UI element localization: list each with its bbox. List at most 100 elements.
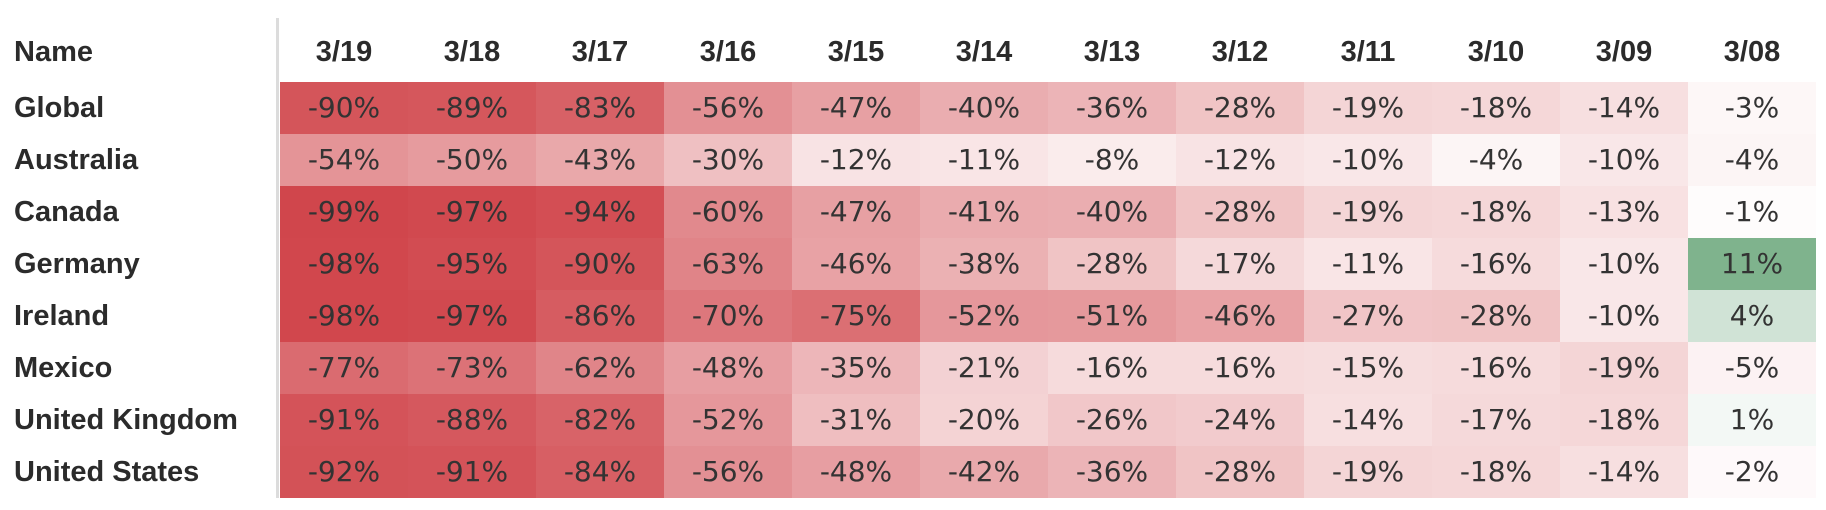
heatmap-cell: -3%: [1688, 82, 1816, 134]
heatmap-cell: -51%: [1048, 290, 1176, 342]
heatmap-cell: -91%: [280, 394, 408, 446]
heatmap-cell: -19%: [1304, 446, 1432, 498]
heatmap-cell: -52%: [920, 290, 1048, 342]
heatmap-cell: -31%: [792, 394, 920, 446]
heatmap-cell: -89%: [408, 82, 536, 134]
row-label: United States: [14, 456, 200, 488]
heatmap-cell: -10%: [1560, 238, 1688, 290]
heatmap-cell: -56%: [664, 446, 792, 498]
heatmap-cell: -94%: [536, 186, 664, 238]
row-label: Global: [14, 92, 105, 124]
heatmap-cell: -88%: [408, 394, 536, 446]
heatmap-cell: -46%: [1176, 290, 1304, 342]
heatmap-cell: -83%: [536, 82, 664, 134]
heatmap-cell: -40%: [1048, 186, 1176, 238]
heatmap-cell: -30%: [664, 134, 792, 186]
heatmap-cell: -18%: [1432, 82, 1560, 134]
heatmap-cell: -12%: [1176, 134, 1304, 186]
heatmap-cell: -28%: [1176, 446, 1304, 498]
heatmap-cell: -82%: [536, 394, 664, 446]
heatmap-cell: -10%: [1304, 134, 1432, 186]
heatmap-cell: -70%: [664, 290, 792, 342]
heatmap-cell: -11%: [1304, 238, 1432, 290]
heatmap-cell: -26%: [1048, 394, 1176, 446]
heatmap-cell: -36%: [1048, 82, 1176, 134]
heatmap-cell: -54%: [280, 134, 408, 186]
heatmap-cell: -48%: [792, 446, 920, 498]
heatmap-cell: -40%: [920, 82, 1048, 134]
heatmap-cell: -92%: [280, 446, 408, 498]
heatmap-cell: -16%: [1048, 342, 1176, 394]
row-label: Germany: [14, 248, 140, 280]
heatmap-cell: -11%: [920, 134, 1048, 186]
heatmap-cell: -35%: [792, 342, 920, 394]
heatmap-cell: -19%: [1560, 342, 1688, 394]
heatmap-cell: -73%: [408, 342, 536, 394]
row-label: Canada: [14, 196, 119, 228]
column-header: 3/11: [1340, 36, 1396, 68]
heatmap-cell: -62%: [536, 342, 664, 394]
column-divider: [276, 18, 279, 498]
heatmap-cell: -36%: [1048, 446, 1176, 498]
heatmap-cell: -14%: [1560, 446, 1688, 498]
column-header: 3/14: [955, 36, 1013, 68]
heatmap-cell: -27%: [1304, 290, 1432, 342]
heatmap-cell: -28%: [1176, 82, 1304, 134]
row-label: Mexico: [14, 352, 113, 384]
heatmap-cell: -90%: [280, 82, 408, 134]
heatmap-cell: -63%: [664, 238, 792, 290]
heatmap-cell: -47%: [792, 186, 920, 238]
heatmap-cell: -14%: [1560, 82, 1688, 134]
heatmap-cell: -77%: [280, 342, 408, 394]
heatmap-cell: -20%: [920, 394, 1048, 446]
heatmap-cell: -16%: [1176, 342, 1304, 394]
heatmap-cell: -97%: [408, 290, 536, 342]
heatmap-cell: -43%: [536, 134, 664, 186]
column-header: 3/09: [1595, 36, 1653, 68]
heatmap-cell: -8%: [1048, 134, 1176, 186]
heatmap-cell: -28%: [1176, 186, 1304, 238]
heatmap-cell: -56%: [664, 82, 792, 134]
column-header: 3/18: [443, 36, 501, 68]
heatmap-cell: -4%: [1688, 134, 1816, 186]
heatmap-cell: -16%: [1432, 342, 1560, 394]
heatmap-cell: 11%: [1688, 238, 1816, 290]
row-label: United Kingdom: [14, 404, 238, 436]
heatmap-cell: -48%: [664, 342, 792, 394]
heatmap-cell: -98%: [280, 290, 408, 342]
heatmap-cell: -18%: [1432, 186, 1560, 238]
name-column-header: Name: [14, 36, 93, 68]
heatmap-cell: -2%: [1688, 446, 1816, 498]
heatmap-cell: -17%: [1432, 394, 1560, 446]
heatmap-cell: -42%: [920, 446, 1048, 498]
column-header: 3/13: [1083, 36, 1141, 68]
heatmap-cell: -24%: [1176, 394, 1304, 446]
heatmap-cell: -10%: [1560, 290, 1688, 342]
column-header: 3/15: [827, 36, 885, 68]
row-label: Ireland: [14, 300, 110, 332]
heatmap-cell: -60%: [664, 186, 792, 238]
heatmap-cell: -46%: [792, 238, 920, 290]
column-header: 3/16: [699, 36, 757, 68]
column-header: 3/10: [1467, 36, 1525, 68]
heatmap-cell: -14%: [1304, 394, 1432, 446]
heatmap-cell: -16%: [1432, 238, 1560, 290]
heatmap-cell: -84%: [536, 446, 664, 498]
heatmap-cell: -98%: [280, 238, 408, 290]
heatmap-cell: -97%: [408, 186, 536, 238]
heatmap-cell: -38%: [920, 238, 1048, 290]
heatmap-cell: -15%: [1304, 342, 1432, 394]
heatmap-cell: -10%: [1560, 134, 1688, 186]
heatmap-cell: -13%: [1560, 186, 1688, 238]
heatmap-cell: -5%: [1688, 342, 1816, 394]
row-label: Australia: [14, 144, 139, 176]
heatmap-cell: 4%: [1688, 290, 1816, 342]
heatmap-cell: -19%: [1304, 82, 1432, 134]
heatmap-cell: -95%: [408, 238, 536, 290]
heatmap-cell: -19%: [1304, 186, 1432, 238]
heatmap-cell: -50%: [408, 134, 536, 186]
heatmap-cell: -12%: [792, 134, 920, 186]
heatmap-cell: -91%: [408, 446, 536, 498]
column-header: 3/12: [1211, 36, 1269, 68]
